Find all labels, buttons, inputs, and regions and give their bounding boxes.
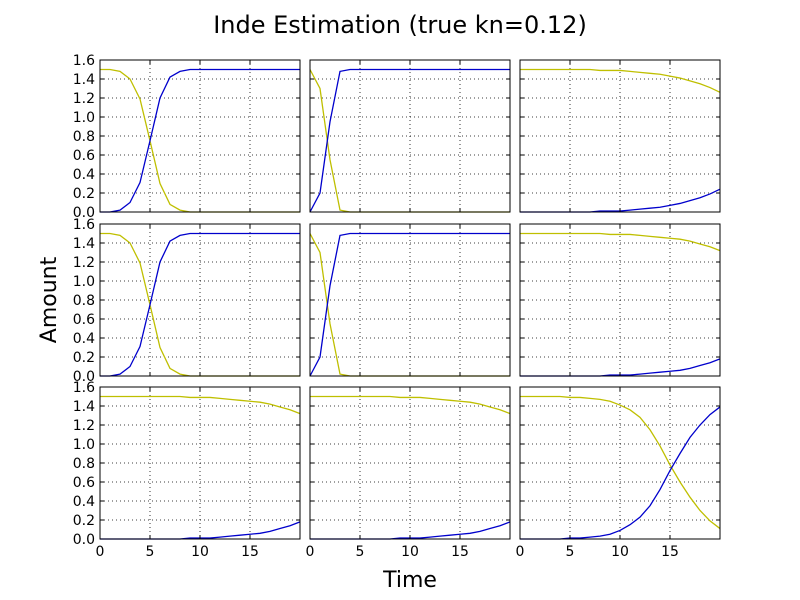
y-axis-label: Amount — [37, 256, 62, 343]
subplot-r3-c3: 0 5 10 15 — [516, 386, 721, 560]
y-tick-label: 1.0 — [73, 274, 95, 290]
x-tick-label: 0 — [96, 544, 105, 560]
y-tick-label: 0.8 — [73, 293, 95, 309]
y-tick-label: 0.4 — [73, 331, 95, 347]
chart-title: Inde Estimation (true kn=0.12) — [213, 11, 587, 39]
x-tick-label: 5 — [356, 544, 365, 560]
x-tick-label: 15 — [241, 544, 259, 560]
y-tick-label: 0.2 — [73, 513, 95, 529]
y-tick-label: 1.0 — [73, 437, 95, 453]
x-tick-label: 10 — [611, 544, 629, 560]
y-tick-label: 1.0 — [73, 110, 95, 126]
subplot-r1-c2 — [309, 59, 511, 213]
y-tick-label: 0.0 — [73, 369, 95, 385]
subplot-r2-c1: 0.0 0.2 0.4 0.6 0.8 1.0 1.2 1.4 1.6 — [73, 217, 301, 385]
series-line-yellow — [520, 68, 721, 93]
subplot-r3-c2: 0 5 10 15 — [306, 386, 511, 560]
series-line-yellow — [100, 395, 301, 415]
x-tick-label: 5 — [146, 544, 155, 560]
y-tick-label: 1.6 — [73, 380, 95, 396]
x-tick-label: 15 — [661, 544, 679, 560]
y-tick-label: 1.4 — [73, 72, 95, 88]
subplot-grid: 0.00.20.40.60.81.01.21.41.60.00.20.40.60… — [73, 53, 721, 560]
subplot-r2-c3 — [519, 223, 721, 377]
y-tick-label: 0.6 — [73, 312, 95, 328]
series-line-blue — [309, 68, 510, 213]
y-tick-label: 0.2 — [73, 350, 95, 366]
y-tick-label: 0.6 — [73, 475, 95, 491]
x-tick-label: 0 — [516, 544, 525, 560]
y-tick-label: 0.0 — [73, 205, 95, 221]
x-tick-label: 15 — [451, 544, 469, 560]
y-tick-label: 1.4 — [73, 399, 95, 415]
y-tick-label: 1.2 — [73, 418, 95, 434]
y-tick-label: 0.4 — [73, 167, 95, 183]
y-tick-label: 0.4 — [73, 494, 95, 510]
x-tick-label: 10 — [191, 544, 209, 560]
y-tick-label: 1.6 — [73, 217, 95, 233]
series-line-blue — [100, 232, 300, 377]
x-axis-label: Time — [382, 568, 437, 593]
x-tick-label: 0 — [306, 544, 315, 560]
subplot-r1-c1: 0.0 0.2 0.4 0.6 0.8 1.0 1.2 1.4 1.6 — [73, 53, 301, 221]
y-tick-label: 0.2 — [73, 186, 95, 202]
y-tick-label: 0.8 — [73, 129, 95, 145]
y-tick-label: 1.4 — [73, 236, 95, 252]
subplot-r3-c1: 0.0 0.2 0.4 0.6 0.8 1.0 1.2 1.4 1.6 0 5 10 15 — [73, 380, 301, 560]
series-line-blue — [100, 68, 300, 213]
subplot-r2-c2 — [309, 223, 511, 377]
y-tick-label: 0.6 — [73, 148, 95, 164]
y-tick-label: 0.0 — [73, 532, 95, 548]
y-tick-label: 0.8 — [73, 456, 95, 472]
series-line-yellow — [520, 395, 721, 530]
series-line-yellow — [310, 395, 511, 415]
x-tick-label: 5 — [566, 544, 575, 560]
y-tick-label: 1.6 — [73, 53, 95, 69]
series-line-blue — [309, 232, 510, 377]
y-tick-label: 1.2 — [73, 91, 95, 107]
series-line-yellow — [520, 232, 721, 252]
subplot-r1-c3 — [519, 59, 721, 213]
y-tick-label: 1.2 — [73, 255, 95, 271]
x-tick-label: 10 — [401, 544, 419, 560]
